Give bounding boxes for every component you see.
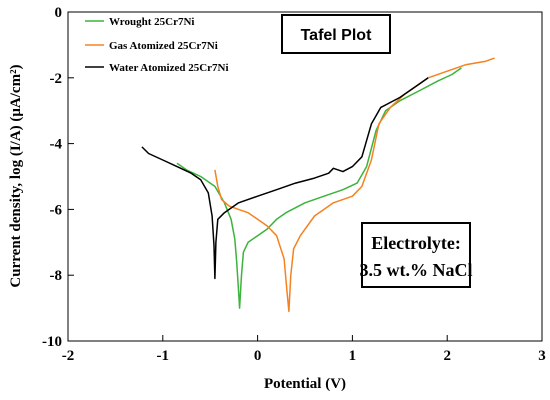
x-tick-label: 0 xyxy=(254,348,262,364)
y-tick-label: -8 xyxy=(50,268,63,284)
electrolyte-label: Electrolyte: xyxy=(371,233,461,253)
series-line-water-atomized xyxy=(141,77,429,280)
x-tick-label: -2 xyxy=(62,348,75,364)
y-axis-title: Current density, log (I/A) (μA/cm²) xyxy=(8,64,24,287)
chart-title-box: Tafel Plot xyxy=(281,14,391,54)
legend: Wrought 25Cr7Ni Gas Atomized 25Cr7Ni Wat… xyxy=(85,16,229,74)
x-tick-label: -1 xyxy=(157,348,170,364)
series-lines xyxy=(141,57,495,313)
electrolyte-box: Electrolyte: 3.5 wt.% NaCl xyxy=(360,222,473,288)
legend-label-gas-atomized: Gas Atomized 25Cr7Ni xyxy=(109,40,218,52)
chart-title: Tafel Plot xyxy=(301,27,372,44)
y-tick-label: 0 xyxy=(55,5,63,21)
electrolyte-value: 3.5 wt.% NaCl xyxy=(360,260,473,280)
x-axis-ticks: -2 -1 0 1 2 3 xyxy=(62,335,546,364)
x-tick-label: 1 xyxy=(349,348,357,364)
y-tick-label: -4 xyxy=(50,137,63,153)
electrolyte-box-frame xyxy=(361,222,471,288)
y-tick-label: -6 xyxy=(50,202,63,218)
y-tick-label: -2 xyxy=(50,71,63,87)
legend-label-water-atomized: Water Atomized 25Cr7Ni xyxy=(109,62,229,74)
legend-label-wrought: Wrought 25Cr7Ni xyxy=(109,16,194,28)
y-tick-label: -10 xyxy=(42,334,62,350)
x-tick-label: 3 xyxy=(538,348,546,364)
title-box-frame xyxy=(281,14,391,54)
y-axis-ticks: 0 -2 -4 -6 -8 -10 xyxy=(42,5,74,350)
x-tick-label: 2 xyxy=(443,348,451,364)
x-axis-title: Potential (V) xyxy=(264,376,346,392)
